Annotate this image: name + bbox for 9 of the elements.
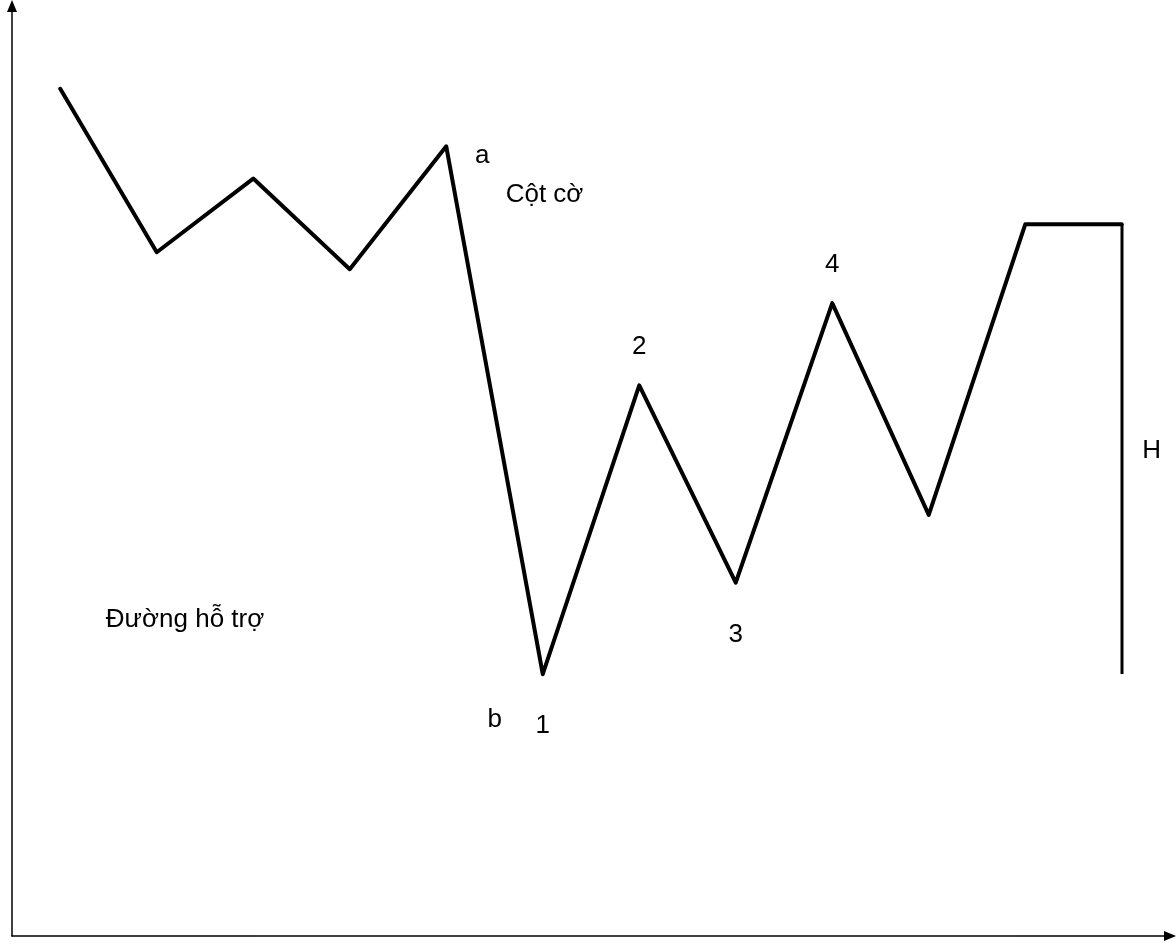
annotation: 2 [632, 330, 647, 361]
annotation: Đường hỗ trợ [105, 603, 265, 634]
annotation: Cột cờ [505, 177, 584, 208]
annotation: b [487, 703, 502, 734]
annotation: 4 [825, 248, 840, 279]
annotation: 1 [535, 709, 550, 740]
annotation: H [1142, 434, 1162, 465]
annotation: 3 [728, 617, 743, 648]
annotation: a [475, 139, 491, 170]
